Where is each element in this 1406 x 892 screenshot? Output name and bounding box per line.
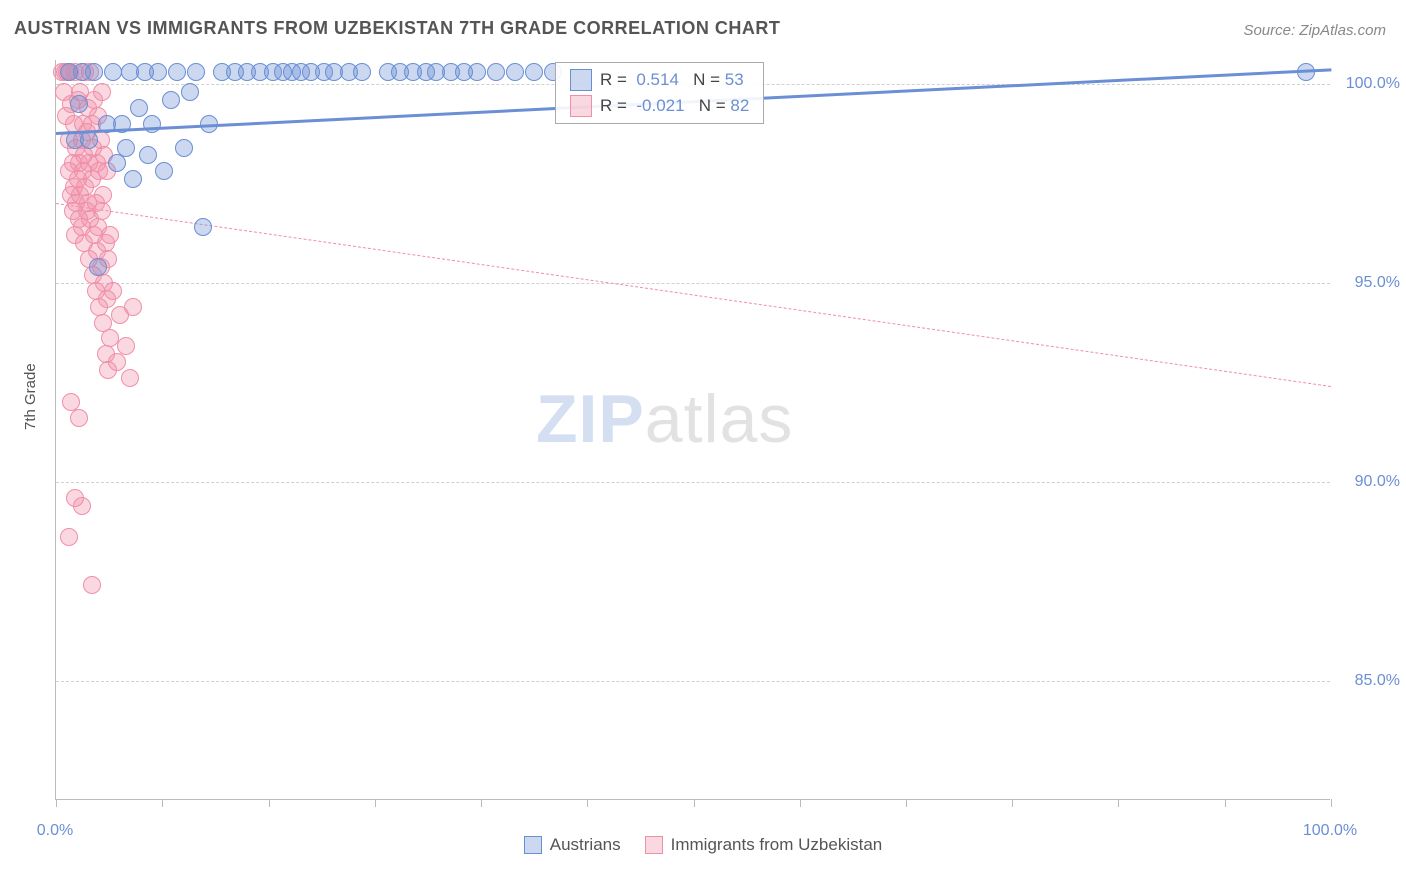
austrians-swatch-icon <box>524 836 542 854</box>
plot-area: ZIPatlas 100.0%95.0%90.0%85.0% <box>55 60 1330 800</box>
x-tick-label: 0.0% <box>37 822 73 840</box>
uzbekistan-trendline <box>56 203 1331 387</box>
legend-text: R = -0.021 N = 82 <box>600 96 749 116</box>
uzbekistan-point <box>60 528 78 546</box>
bottom-legend-label: Austrians <box>550 835 621 855</box>
x-tick <box>162 799 163 807</box>
uzbekistan-point <box>101 329 119 347</box>
austrians-point <box>175 139 193 157</box>
austrians-point <box>130 99 148 117</box>
austrians-point <box>124 170 142 188</box>
austrians-point <box>187 63 205 81</box>
uzbekistan-swatch-icon <box>645 836 663 854</box>
austrians-swatch <box>570 69 592 91</box>
austrians-point <box>1297 63 1315 81</box>
uzbekistan-point <box>93 83 111 101</box>
correlation-legend: R = 0.514 N = 53 R = -0.021 N = 82 <box>555 62 764 124</box>
x-tick <box>1225 799 1226 807</box>
x-tick <box>800 799 801 807</box>
austrians-point <box>468 63 486 81</box>
austrians-point <box>108 154 126 172</box>
legend-row-uzbekistan: R = -0.021 N = 82 <box>570 95 749 117</box>
gridline <box>56 283 1330 284</box>
austrians-point <box>525 63 543 81</box>
austrians-point <box>117 139 135 157</box>
austrians-point <box>155 162 173 180</box>
x-tick <box>906 799 907 807</box>
x-tick <box>694 799 695 807</box>
austrians-point <box>162 91 180 109</box>
austrians-point <box>353 63 371 81</box>
uzbekistan-point <box>70 409 88 427</box>
austrians-point <box>143 115 161 133</box>
y-tick-label: 90.0% <box>1340 473 1400 491</box>
austrians-point <box>80 131 98 149</box>
austrians-point <box>85 63 103 81</box>
bottom-legend-label: Immigrants from Uzbekistan <box>671 835 883 855</box>
austrians-point <box>113 115 131 133</box>
watermark-atlas: atlas <box>645 381 794 457</box>
x-tick <box>1331 799 1332 807</box>
uzbekistan-point <box>83 576 101 594</box>
austrians-point <box>181 83 199 101</box>
legend-text: R = 0.514 N = 53 <box>600 70 744 90</box>
chart-container: AUSTRIAN VS IMMIGRANTS FROM UZBEKISTAN 7… <box>0 0 1406 892</box>
bottom-legend-austrians: Austrians <box>524 835 621 855</box>
x-tick <box>56 799 57 807</box>
uzbekistan-point <box>108 353 126 371</box>
chart-title: AUSTRIAN VS IMMIGRANTS FROM UZBEKISTAN 7… <box>14 18 780 39</box>
bottom-legend-uzbekistan: Immigrants from Uzbekistan <box>645 835 883 855</box>
watermark-zip: ZIP <box>536 381 645 457</box>
uzbekistan-swatch <box>570 95 592 117</box>
uzbekistan-point <box>104 282 122 300</box>
gridline <box>56 681 1330 682</box>
austrians-point <box>200 115 218 133</box>
chart-source: Source: ZipAtlas.com <box>1243 22 1386 39</box>
gridline <box>56 482 1330 483</box>
austrians-point <box>149 63 167 81</box>
austrians-point <box>104 63 122 81</box>
austrians-point <box>168 63 186 81</box>
uzbekistan-point <box>73 497 91 515</box>
x-tick <box>1012 799 1013 807</box>
legend-row-austrians: R = 0.514 N = 53 <box>570 69 749 91</box>
series-legend: Austrians Immigrants from Uzbekistan <box>0 835 1406 855</box>
uzbekistan-point <box>94 186 112 204</box>
x-tick <box>269 799 270 807</box>
y-axis-label: 7th Grade <box>22 363 39 430</box>
austrians-point <box>194 218 212 236</box>
austrians-point <box>487 63 505 81</box>
x-tick <box>375 799 376 807</box>
x-tick-label: 100.0% <box>1303 822 1357 840</box>
watermark: ZIPatlas <box>536 380 793 458</box>
uzbekistan-point <box>101 226 119 244</box>
uzbekistan-point <box>121 369 139 387</box>
x-tick <box>1118 799 1119 807</box>
x-tick <box>587 799 588 807</box>
uzbekistan-point <box>93 202 111 220</box>
austrians-point <box>89 258 107 276</box>
y-tick-label: 85.0% <box>1340 672 1400 690</box>
x-tick <box>481 799 482 807</box>
y-tick-label: 100.0% <box>1340 75 1400 93</box>
austrians-point <box>139 146 157 164</box>
uzbekistan-point <box>117 337 135 355</box>
uzbekistan-point <box>124 298 142 316</box>
austrians-point <box>506 63 524 81</box>
austrians-point <box>70 95 88 113</box>
y-tick-label: 95.0% <box>1340 274 1400 292</box>
